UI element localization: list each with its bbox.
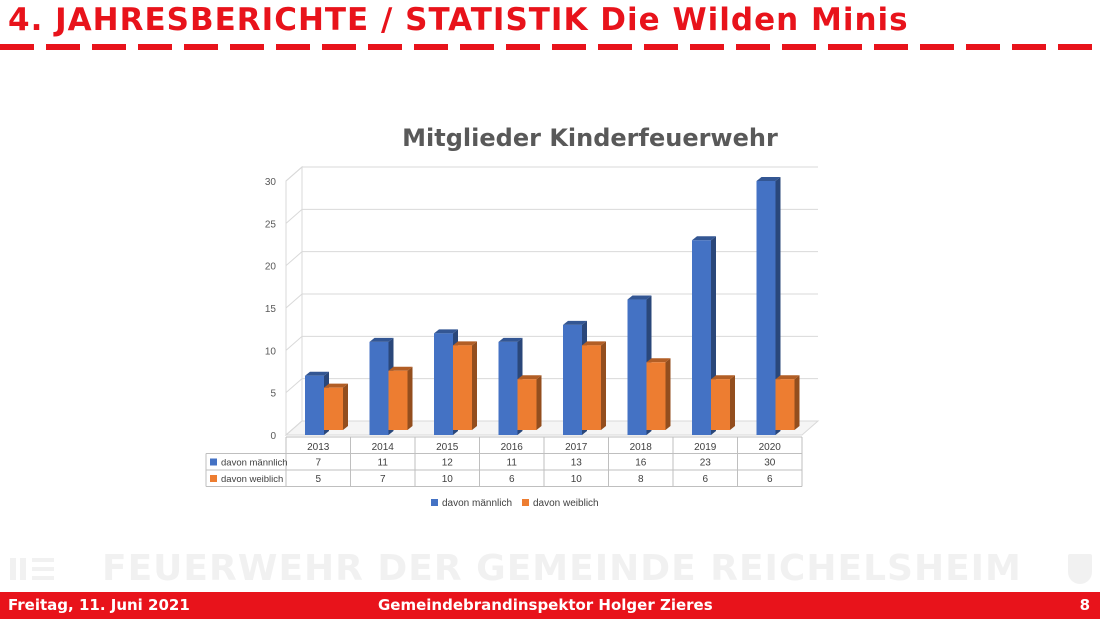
legend-label: davon weiblich [533, 498, 599, 509]
bar-top [369, 337, 394, 342]
bar-top [563, 320, 587, 325]
data-label: 23 [700, 458, 712, 469]
bar-top [692, 236, 716, 241]
y-tick-label: 5 [270, 389, 276, 400]
bar-side [536, 375, 542, 430]
bar [369, 341, 389, 435]
data-label: 6 [767, 474, 773, 485]
bar-top [756, 177, 781, 181]
fire-brigade-logo-icon [10, 558, 54, 580]
data-label: 30 [764, 458, 776, 469]
bar [775, 379, 795, 430]
bar-top [324, 383, 348, 388]
category-label: 2020 [759, 442, 782, 453]
watermark-text: FEUERWEHR DER GEMEINDE REICHELSHEIM [102, 548, 1022, 589]
data-label: 11 [507, 458, 518, 469]
bar [692, 240, 711, 435]
legend-key [210, 475, 217, 482]
category-label: 2018 [630, 442, 653, 453]
legend-key [522, 499, 529, 506]
title-divider [0, 44, 1100, 50]
y-tick-label: 15 [265, 304, 277, 315]
y-tick-label: 0 [270, 431, 276, 442]
y-tick-label: 20 [265, 262, 277, 273]
bar [434, 333, 453, 435]
bar-side [665, 358, 671, 430]
bar-side [794, 375, 800, 430]
legend-key [431, 499, 438, 506]
bar-side [343, 383, 348, 430]
footer-bar: Freitag, 11. Juni 2021 Gemeindebrandinsp… [0, 592, 1100, 619]
footer-presenter: Gemeindebrandinspektor Holger Zieres [378, 596, 713, 614]
bar-side [472, 341, 477, 430]
series-label: davon männlich [221, 458, 288, 469]
members-chart: Mitglieder Kinderfeuerwehr 0 5 10 15 20 25 30 20… [205, 124, 820, 509]
bar-side [407, 366, 413, 430]
bar-top [305, 371, 329, 376]
category-label: 2013 [307, 442, 330, 453]
category-label: 2014 [372, 442, 395, 453]
data-label: 13 [571, 458, 583, 469]
bar-top [517, 375, 542, 380]
gridline [285, 335, 818, 351]
legend-label: davon männlich [442, 498, 512, 509]
bar-side [601, 341, 606, 430]
data-label: 10 [571, 474, 583, 485]
bar [627, 299, 647, 435]
bar [563, 324, 582, 435]
data-label: 5 [315, 474, 321, 485]
bar [453, 345, 472, 430]
gridline [285, 378, 818, 394]
y-tick-label: 30 [265, 177, 277, 188]
data-label: 6 [509, 474, 515, 485]
bar-top [711, 375, 735, 380]
category-label: 2019 [694, 442, 717, 453]
data-label: 12 [442, 458, 454, 469]
bar-side [775, 177, 781, 435]
bar [305, 375, 324, 435]
legend-key [210, 458, 217, 466]
data-label: 7 [315, 458, 321, 469]
page-number: 8 [1079, 596, 1090, 614]
bar [711, 379, 730, 430]
gridline [285, 208, 818, 224]
watermark: FEUERWEHR DER GEMEINDE REICHELSHEIM [0, 548, 1100, 592]
bar [388, 370, 408, 430]
y-tick-label: 10 [265, 346, 277, 357]
data-label: 16 [635, 458, 647, 469]
chart-floor [284, 420, 820, 436]
bar-top [646, 358, 671, 363]
bar-side [730, 375, 735, 430]
footer-date: Freitag, 11. Juni 2021 [8, 596, 190, 614]
bar-top [453, 341, 477, 346]
series-label: davon weiblich [221, 474, 283, 485]
bar-top [775, 375, 800, 380]
bar-top [388, 366, 413, 371]
bar-top [498, 337, 523, 342]
slide-title: 4. JAHRESBERICHTE / STATISTIK Die Wilden… [8, 2, 909, 38]
chart-title: Mitglieder Kinderfeuerwehr [402, 124, 778, 152]
crest-icon [1068, 554, 1092, 584]
bar [646, 362, 666, 430]
bar-top [627, 295, 652, 300]
bar [498, 341, 518, 435]
gridline [285, 251, 818, 267]
data-label: 11 [378, 458, 389, 469]
data-label: 10 [442, 474, 454, 485]
data-label: 8 [638, 474, 644, 485]
bar-top [434, 329, 458, 334]
category-label: 2017 [565, 442, 588, 453]
gridline [285, 166, 818, 182]
bar-top [582, 341, 606, 346]
bar [517, 379, 537, 430]
category-label: 2016 [501, 442, 524, 453]
data-label: 7 [380, 474, 386, 485]
bar [324, 387, 343, 430]
y-tick-label: 25 [265, 219, 277, 230]
bar [582, 345, 601, 430]
data-label: 6 [702, 474, 708, 485]
gridline [285, 293, 818, 309]
category-label: 2015 [436, 442, 459, 453]
bar [756, 181, 776, 435]
